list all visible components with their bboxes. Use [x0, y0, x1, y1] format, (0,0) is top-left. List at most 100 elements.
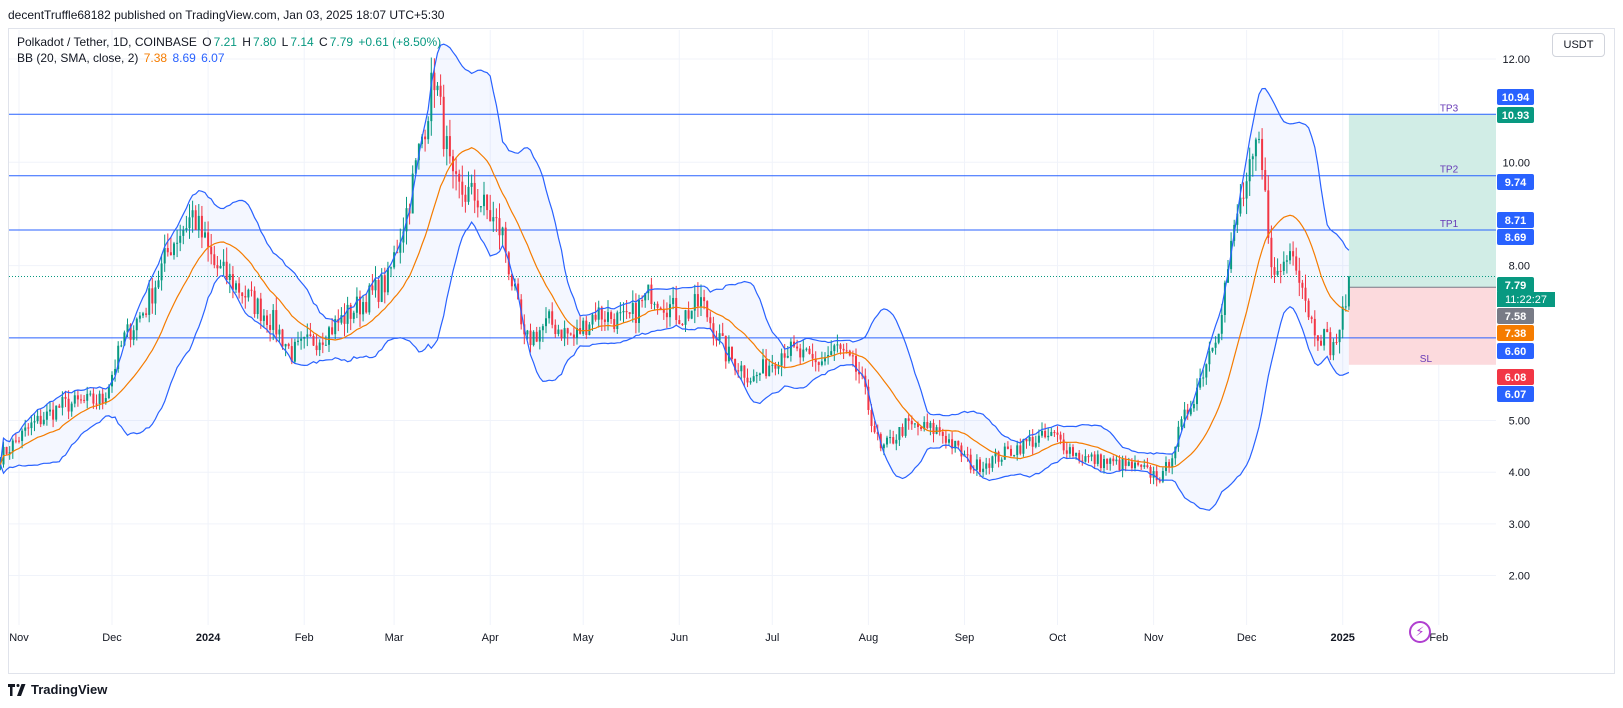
candle-body: [495, 217, 498, 219]
candle-body: [1103, 458, 1105, 469]
flash-icon[interactable]: ⚡: [1409, 621, 1431, 643]
footer-brand[interactable]: TradingView: [8, 682, 107, 697]
candle-body: [1214, 342, 1217, 348]
candle-body: [548, 311, 551, 319]
candle-body: [247, 289, 250, 298]
candle-body: [1180, 419, 1183, 427]
x-tick-label: Apr: [482, 632, 499, 644]
candle-body: [1341, 306, 1344, 330]
candle-body: [771, 364, 774, 366]
candle-body: [917, 423, 919, 427]
candle-body: [727, 346, 730, 362]
sl-label: SL: [1420, 354, 1433, 365]
candle-body: [867, 386, 870, 410]
candle-body: [448, 136, 451, 157]
indicator-row[interactable]: BB (20, SMA, close, 2) 7.38 8.69 6.07: [17, 50, 443, 66]
candle-body: [430, 72, 433, 122]
candle-body: [972, 469, 975, 471]
low-value: 7.14: [290, 35, 314, 49]
candle-body: [169, 252, 172, 256]
y-tick-label: 2.00: [1509, 571, 1530, 583]
candle-body: [117, 345, 120, 369]
candle-body: [1174, 446, 1177, 459]
candle-body: [1068, 447, 1071, 454]
candle-body: [67, 398, 70, 412]
candle-body: [89, 393, 92, 395]
candle-body: [1320, 340, 1322, 346]
price-label-bg: [1497, 308, 1534, 324]
candle-body: [833, 345, 836, 352]
close-value: 7.79: [329, 35, 354, 49]
candle-body: [1065, 450, 1068, 454]
published-caption: decentTruffle68182 published on TradingV…: [8, 8, 445, 22]
candle-body: [907, 418, 910, 421]
candle-body: [470, 182, 473, 187]
price-label-bg: [1497, 229, 1534, 245]
candle-body: [114, 368, 117, 375]
candle-body: [532, 331, 535, 346]
candle-body: [709, 317, 712, 324]
candle-body: [414, 160, 417, 174]
candle-body: [473, 182, 476, 201]
candle-body: [665, 312, 668, 318]
candle-body: [399, 242, 402, 253]
candle-body: [1186, 409, 1189, 415]
candle-body: [427, 121, 430, 140]
candle-body: [895, 439, 898, 444]
candle-body: [1332, 342, 1335, 356]
candle-body: [483, 194, 485, 207]
candle-body: [1028, 437, 1031, 442]
candle-body: [27, 427, 30, 429]
candle-body: [1053, 431, 1056, 433]
candle-body: [566, 328, 569, 334]
x-tick-label: 2024: [196, 632, 221, 644]
price-label: 10.94: [1502, 92, 1530, 104]
candle-body: [892, 437, 895, 444]
candle-body: [362, 302, 365, 315]
candle-body: [259, 298, 262, 321]
bollinger-upper-line: [0, 43, 1350, 465]
candle-body: [1239, 197, 1242, 214]
candle-body: [1161, 471, 1164, 482]
candle-body: [467, 186, 470, 202]
candle-body: [979, 459, 981, 472]
candle-body: [535, 331, 538, 342]
candle-body: [176, 242, 179, 244]
candle-body: [1034, 442, 1037, 447]
candle-body: [1196, 387, 1198, 405]
candle-body: [1323, 329, 1326, 346]
candle-body: [173, 243, 175, 256]
candle-body: [1329, 332, 1332, 356]
candle-body: [145, 313, 148, 315]
chart-pane[interactable]: [8, 28, 1615, 674]
candle-body: [718, 333, 721, 341]
candle-body: [1338, 329, 1341, 343]
candle-body: [814, 358, 817, 363]
candle-body: [1289, 251, 1291, 261]
candle-body: [1130, 461, 1133, 469]
candle-body: [616, 312, 619, 330]
candle-body: [225, 261, 228, 280]
candle-body: [138, 315, 141, 319]
candle-body: [644, 293, 647, 301]
y-tick-label: 12.00: [1502, 54, 1530, 66]
candle-body: [210, 246, 213, 255]
candle-body: [1044, 430, 1047, 438]
candle-body: [1313, 318, 1316, 336]
candle-body: [355, 296, 358, 313]
candle-body: [647, 284, 650, 294]
candle-body: [613, 319, 616, 330]
price-label: 10.93: [1502, 110, 1530, 122]
horizontal-lines: TP3 TP2 TP1: [9, 103, 1496, 339]
candle-body: [1127, 461, 1130, 466]
candle-body: [1270, 237, 1273, 268]
price-label-bg: [1497, 343, 1534, 359]
candle-body: [1236, 213, 1239, 225]
candle-body: [504, 227, 507, 253]
price-label-bg: [1497, 325, 1534, 341]
candle-body: [104, 398, 107, 404]
currency-button[interactable]: USDT: [1552, 33, 1605, 57]
candle-body: [132, 330, 135, 340]
